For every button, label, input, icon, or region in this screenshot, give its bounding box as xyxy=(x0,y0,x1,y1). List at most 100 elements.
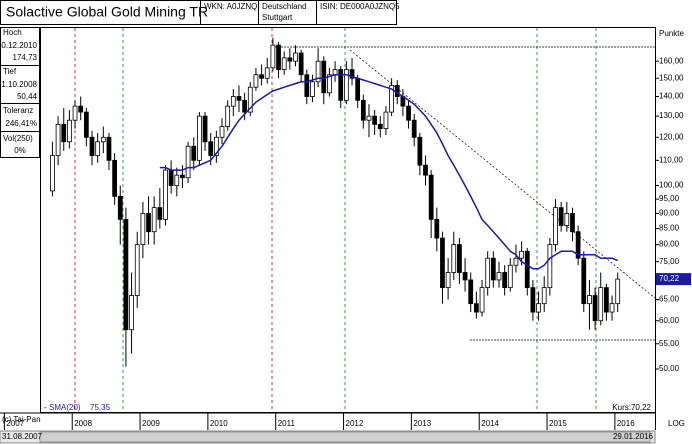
candle-body xyxy=(151,207,157,233)
candle-body xyxy=(502,272,508,289)
candle-body xyxy=(558,207,564,226)
candle-body xyxy=(383,111,389,130)
candle-body xyxy=(236,96,242,101)
candle-body xyxy=(129,295,134,331)
candle-body xyxy=(372,115,378,125)
scroll-thumb[interactable] xyxy=(39,431,651,443)
x-tick-label: 2016 xyxy=(617,419,635,428)
isin: ISIN: DE000A0JZNQ5 xyxy=(320,2,400,11)
candle-body xyxy=(609,303,615,313)
candle-body xyxy=(174,174,180,186)
candle-body xyxy=(587,295,592,305)
last-value-label: 70,22 xyxy=(659,274,680,283)
candle-body xyxy=(496,272,502,281)
y-tick-label: 50,00 xyxy=(659,364,680,373)
candle-body xyxy=(411,119,417,138)
info-value: 0% xyxy=(14,146,26,155)
y-tick-label: 55,00 xyxy=(659,339,680,348)
candle-body xyxy=(434,218,440,239)
y-tick-label: 60,00 xyxy=(659,316,680,325)
candle-body xyxy=(349,69,355,79)
y-tick-label: 150,00 xyxy=(659,73,684,82)
candle-body xyxy=(219,126,225,138)
candle-body xyxy=(519,250,524,259)
candle-body xyxy=(592,295,598,322)
x-tick-label: 2011 xyxy=(278,419,296,428)
info-date: 30.12.2010 xyxy=(0,41,38,50)
candle-body xyxy=(394,85,400,97)
x-tick-label: 2007 xyxy=(6,419,24,428)
candle-body xyxy=(451,244,457,273)
info-label: Vol(250) xyxy=(3,134,33,143)
exchange: Stuttgart xyxy=(262,13,293,22)
trend-lines xyxy=(275,46,656,341)
candle-body xyxy=(55,123,61,156)
isin-box xyxy=(316,0,397,25)
y-tick-label: 130,00 xyxy=(659,111,684,120)
candle-body xyxy=(343,69,349,101)
y-tick-label: 80,00 xyxy=(659,240,680,249)
chart-title: Solactive Global Gold Mining TR xyxy=(6,4,208,20)
candle-body xyxy=(100,136,106,143)
candle-body xyxy=(338,69,344,101)
candle-body xyxy=(270,44,276,69)
scale-label: LOG xyxy=(668,419,685,428)
candle-body xyxy=(72,105,78,121)
wkn: WKN: A0JZNQ xyxy=(204,2,257,11)
candle-body xyxy=(242,99,248,113)
candle-body xyxy=(106,136,112,161)
y-tick-label: 65,00 xyxy=(659,295,680,304)
candle-body xyxy=(95,141,101,156)
candle-body xyxy=(78,105,84,113)
candle-body xyxy=(67,119,72,143)
info-value: 246,41% xyxy=(5,119,37,128)
candle-body xyxy=(146,213,151,233)
candle-body xyxy=(180,174,185,179)
candle-body xyxy=(507,264,513,289)
candle-body xyxy=(298,52,304,76)
candle-body xyxy=(564,213,570,226)
candle-body xyxy=(366,115,372,121)
candle-body xyxy=(259,74,264,79)
candle-body xyxy=(293,52,298,62)
candle-body xyxy=(570,213,575,233)
axis-unit: Punkte xyxy=(659,29,684,38)
candle-body xyxy=(253,74,259,88)
copyright: (c) Tai-Pan xyxy=(2,415,41,424)
candle-body xyxy=(281,57,287,70)
y-tick-label: 90,00 xyxy=(659,209,680,218)
y-tick-label: 160,00 xyxy=(659,56,684,65)
candle-body xyxy=(264,67,270,79)
candle-body xyxy=(440,237,445,289)
info-date: 31.10.2008 xyxy=(0,80,38,89)
country: Deutschland xyxy=(262,2,306,11)
candle-body xyxy=(355,77,361,101)
legend-value: 75,35 xyxy=(90,403,111,412)
candle-body xyxy=(276,44,281,70)
range-end: 29.01.2016 xyxy=(613,432,654,441)
candle-body xyxy=(287,57,293,62)
candle-body xyxy=(468,279,474,305)
candle-body xyxy=(230,96,236,107)
candle-body xyxy=(83,111,89,138)
candle-body xyxy=(445,272,451,289)
info-box xyxy=(0,131,40,158)
candle-body xyxy=(581,257,587,305)
candle-body xyxy=(134,244,140,296)
candle-body xyxy=(202,115,208,143)
legend-label: SMA(20) xyxy=(49,403,81,412)
candle-body xyxy=(360,99,366,121)
candle-body xyxy=(474,303,479,313)
candle-body xyxy=(140,213,146,246)
candle-body xyxy=(389,85,394,113)
sma-line xyxy=(159,73,618,270)
candle-body xyxy=(428,174,434,220)
candle-body xyxy=(530,287,536,313)
candle-body xyxy=(213,136,219,156)
candle-body xyxy=(604,287,609,313)
y-tick-label: 120,00 xyxy=(659,132,684,141)
candle-body xyxy=(513,257,519,266)
candle-body xyxy=(327,74,332,94)
price-label: Kurs:70,22 xyxy=(612,403,651,412)
